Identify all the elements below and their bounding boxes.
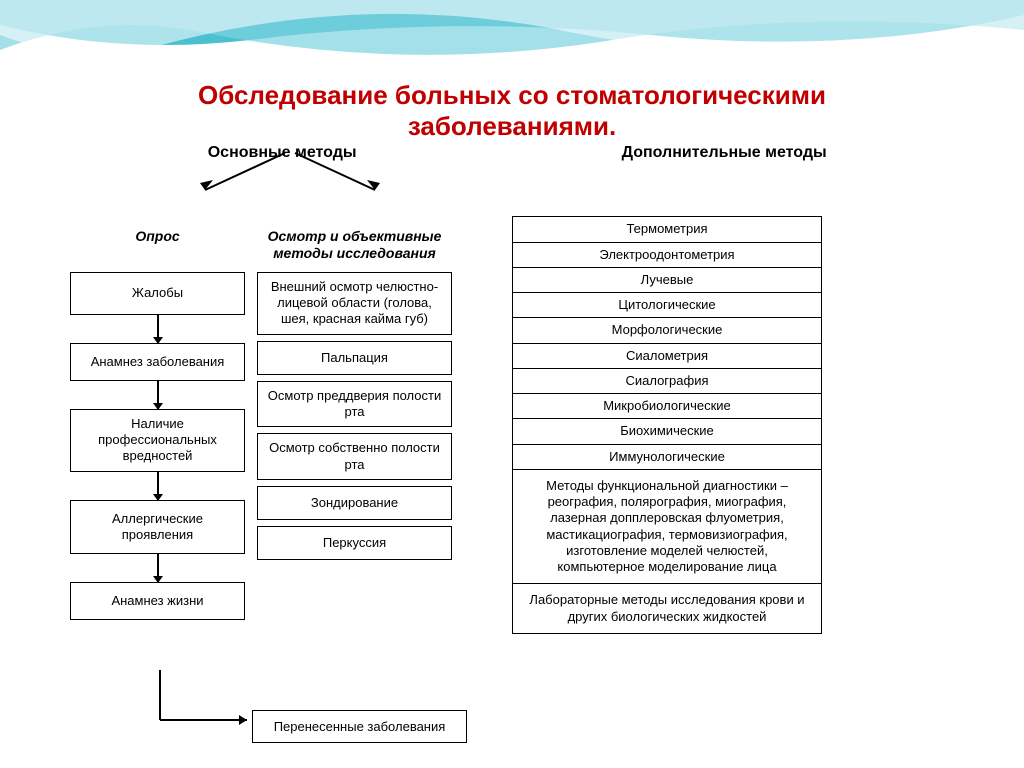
additional-box: Сиалография	[512, 368, 822, 394]
survey-box: Анамнез заболевания	[70, 343, 245, 381]
survey-column: Опрос Жалобы Анамнез заболевания Наличие…	[70, 228, 245, 633]
exam-subheader: Осмотр и объективные методы исследования	[257, 228, 452, 262]
survey-box: Жалобы	[70, 272, 245, 314]
additional-methods-header: Дополнительные методы	[494, 144, 954, 162]
additional-box: Микробиологические	[512, 393, 822, 419]
survey-box: Наличие профессиональных вредностей	[70, 409, 245, 472]
exam-box: Пальпация	[257, 341, 452, 375]
survey-subheader: Опрос	[70, 228, 245, 262]
exam-box: Осмотр собственно полости рта	[257, 433, 452, 480]
branching-arrows	[190, 148, 450, 198]
diagram-area: Опрос Жалобы Анамнез заболевания Наличие…	[70, 168, 954, 633]
exam-box: Внешний осмотр челюстно-лицевой области …	[257, 272, 452, 335]
title-line-1: Обследование больных со стоматологически…	[198, 80, 826, 110]
additional-box: Термометрия	[512, 216, 822, 242]
additional-box: Цитологические	[512, 292, 822, 318]
connector-to-transferred	[155, 665, 265, 735]
arrow-icon	[157, 554, 159, 582]
additional-box: Электроодонтометрия	[512, 242, 822, 268]
arrow-icon	[157, 315, 159, 343]
additional-box: Лабораторные методы исследования крови и…	[512, 583, 822, 634]
exam-column: Осмотр и объективные методы исследования…	[257, 228, 452, 633]
additional-box: Сиалометрия	[512, 343, 822, 369]
main-title: Обследование больных со стоматологически…	[70, 80, 954, 142]
exam-box: Зондирование	[257, 486, 452, 520]
exam-box: Осмотр преддверия полости рта	[257, 381, 452, 428]
survey-box: Анамнез жизни	[70, 582, 245, 620]
additional-box: Морфологические	[512, 317, 822, 343]
additional-box: Методы функциональной диагностики – реог…	[512, 469, 822, 585]
transferred-diseases-box: Перенесенные заболевания	[252, 710, 467, 743]
title-line-2: заболеваниями.	[408, 111, 616, 141]
additional-box: Иммунологические	[512, 444, 822, 470]
additional-box: Биохимические	[512, 418, 822, 444]
arrow-icon	[157, 472, 159, 500]
additional-box: Лучевые	[512, 267, 822, 293]
survey-box: Аллергические проявления	[70, 500, 245, 555]
exam-box: Перкуссия	[257, 526, 452, 560]
additional-column: Термометрия Электроодонтометрия Лучевые …	[512, 216, 822, 633]
slide-content: Обследование больных со стоматологически…	[0, 0, 1024, 653]
arrow-icon	[157, 381, 159, 409]
